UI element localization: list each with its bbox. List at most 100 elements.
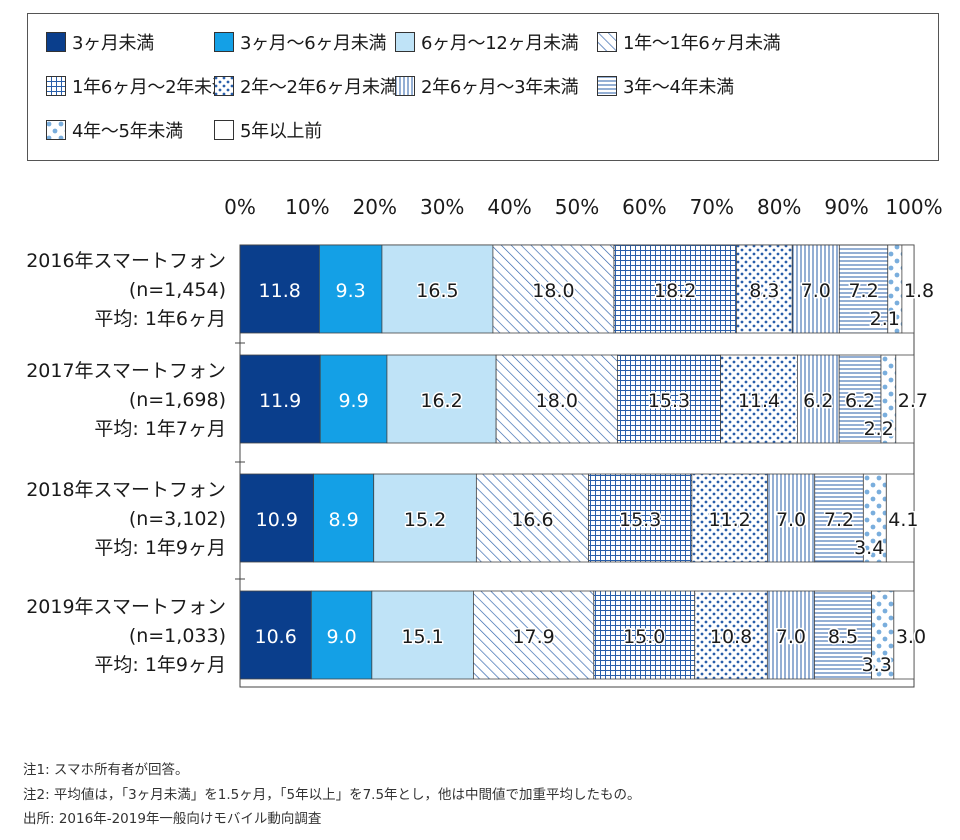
data-label: 17.9 xyxy=(512,626,554,648)
stacked-bar-chart: 0% 10% 20% 30% 40% 50% 60% 70% 80% 90% 100% 11.8 9.… xyxy=(26,195,943,688)
data-label: 16.2 xyxy=(420,390,462,412)
data-label: 7.0 xyxy=(776,509,806,531)
data-label: 7.2 xyxy=(824,509,854,531)
x-tick-label: 30% xyxy=(420,195,464,219)
data-label: 9.9 xyxy=(338,390,368,412)
legend-item: 6ヶ月〜12ヶ月未満 xyxy=(395,30,579,54)
chart-note-2: 注2: 平均値は，「3ヶ月未満」を1.5ヶ月，「5年以上」を7.5年とし，他は中… xyxy=(23,787,641,803)
data-label: 9.3 xyxy=(336,280,366,302)
chart-source: 出所: 2016年-2019年一般向けモバイル動向調査 xyxy=(23,811,322,827)
data-label: 1.8 xyxy=(904,280,934,302)
bar-segment xyxy=(838,244,889,334)
legend-item: 3年〜4年未満 xyxy=(597,74,734,98)
category-label: (n=3,102) xyxy=(129,508,226,530)
legend-swatch xyxy=(46,120,66,140)
data-label: 18.0 xyxy=(536,390,578,412)
data-label: 15.3 xyxy=(648,390,690,412)
legend-label: 3年〜4年未満 xyxy=(623,77,734,98)
chart-note-1: 注1: スマホ所有者が回答。 xyxy=(23,762,189,778)
data-label: 15.3 xyxy=(619,509,661,531)
legend-swatch xyxy=(597,32,617,52)
bar-segment xyxy=(239,354,321,444)
legend-item: 1年〜1年6ヶ月未満 xyxy=(597,30,781,54)
bar-segment xyxy=(885,473,915,563)
bar-segment xyxy=(239,244,320,334)
legend-label: 5年以上前 xyxy=(240,121,322,142)
x-tick-label: 10% xyxy=(285,195,329,219)
data-label: 7.0 xyxy=(776,626,806,648)
data-label: 11.9 xyxy=(259,390,301,412)
bar-segment xyxy=(319,354,388,444)
data-label: 10.9 xyxy=(256,509,298,531)
legend-swatch xyxy=(46,76,66,96)
data-label: 6.2 xyxy=(803,390,833,412)
category-label: 平均: 1年7ヶ月 xyxy=(94,418,226,440)
data-label: 3.3 xyxy=(862,654,892,676)
bar-segment xyxy=(310,590,373,680)
data-label: 2.1 xyxy=(870,308,900,330)
data-label: 3.0 xyxy=(896,626,926,648)
legend-swatch xyxy=(214,32,234,52)
bar-segment xyxy=(492,244,615,334)
x-tick-label: 0% xyxy=(224,195,256,219)
data-label: 15.0 xyxy=(623,626,665,648)
bar-segment xyxy=(617,354,721,444)
bar-segment xyxy=(767,473,816,563)
legend-label: 4年〜5年未満 xyxy=(72,121,183,142)
bar-segment xyxy=(694,590,768,680)
data-label: 10.6 xyxy=(254,626,296,648)
legend-item: 2年〜2年6ヶ月未満 xyxy=(214,74,398,98)
bar-segment xyxy=(895,354,915,444)
legend-swatch xyxy=(214,76,234,96)
legend-label: 3ヶ月〜6ヶ月未満 xyxy=(240,33,387,54)
legend-swatch xyxy=(395,32,415,52)
category-label: (n=1,454) xyxy=(129,279,226,301)
data-label: 18.2 xyxy=(654,280,696,302)
category-label: 2017年スマートフォン xyxy=(26,360,226,382)
legend-label: 2年〜2年6ヶ月未満 xyxy=(240,77,398,98)
bar-segment xyxy=(475,473,589,563)
legend-label: 1年6ヶ月〜2年未満 xyxy=(72,77,230,98)
bar-segment xyxy=(893,590,915,680)
data-label: 15.2 xyxy=(404,509,446,531)
data-label: 18.0 xyxy=(532,280,574,302)
category-label: 2016年スマートフォン xyxy=(26,250,226,272)
legend-item: 3ヶ月未満 xyxy=(46,30,154,54)
data-label: 4.1 xyxy=(888,509,918,531)
bar-segment xyxy=(791,244,840,334)
bar-segment xyxy=(588,473,693,563)
bar-segment xyxy=(239,473,315,563)
bar-segment xyxy=(766,590,815,680)
data-label: 2.2 xyxy=(864,418,894,440)
data-label: 2.7 xyxy=(898,390,928,412)
x-tick-label: 40% xyxy=(487,195,531,219)
legend-label: 2年6ヶ月〜3年未満 xyxy=(421,77,579,98)
legend-item: 2年6ヶ月〜3年未満 xyxy=(395,74,579,98)
legend-item: 3ヶ月〜6ヶ月未満 xyxy=(214,30,387,54)
data-label: 15.1 xyxy=(401,626,443,648)
x-tick-label: 70% xyxy=(690,195,734,219)
category-label: 平均: 1年9ヶ月 xyxy=(94,537,226,559)
bar-segment xyxy=(381,244,494,334)
legend-swatch xyxy=(214,120,234,140)
bar-segment xyxy=(838,354,882,444)
x-tick-label: 100% xyxy=(885,195,942,219)
data-label: 11.4 xyxy=(738,390,780,412)
data-label: 8.9 xyxy=(329,509,359,531)
x-tick-label: 20% xyxy=(353,195,397,219)
x-tick-label: 60% xyxy=(622,195,666,219)
bar-segment xyxy=(318,244,383,334)
bar-segment xyxy=(371,590,474,680)
data-label: 6.2 xyxy=(845,390,875,412)
legend-item: 5年以上前 xyxy=(214,118,322,142)
legend-swatch xyxy=(597,76,617,96)
legend-item: 4年〜5年未満 xyxy=(46,118,183,142)
data-label: 9.0 xyxy=(326,626,356,648)
data-label: 8.5 xyxy=(828,626,858,648)
data-label: 16.6 xyxy=(511,509,553,531)
legend-label: 6ヶ月〜12ヶ月未満 xyxy=(421,33,579,54)
legend-label: 1年〜1年6ヶ月未満 xyxy=(623,33,781,54)
bar-segment xyxy=(736,244,793,334)
data-label: 7.2 xyxy=(848,280,878,302)
data-label: 11.8 xyxy=(259,280,301,302)
